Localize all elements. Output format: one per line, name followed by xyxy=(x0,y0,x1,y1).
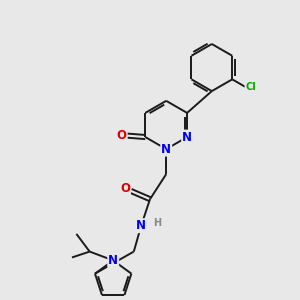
Text: N: N xyxy=(136,219,146,232)
Text: Cl: Cl xyxy=(245,82,256,92)
Text: H: H xyxy=(153,218,161,228)
Text: N: N xyxy=(108,254,118,267)
Text: O: O xyxy=(120,182,130,195)
Text: N: N xyxy=(161,142,171,156)
Text: O: O xyxy=(117,129,127,142)
Text: N: N xyxy=(182,130,192,143)
